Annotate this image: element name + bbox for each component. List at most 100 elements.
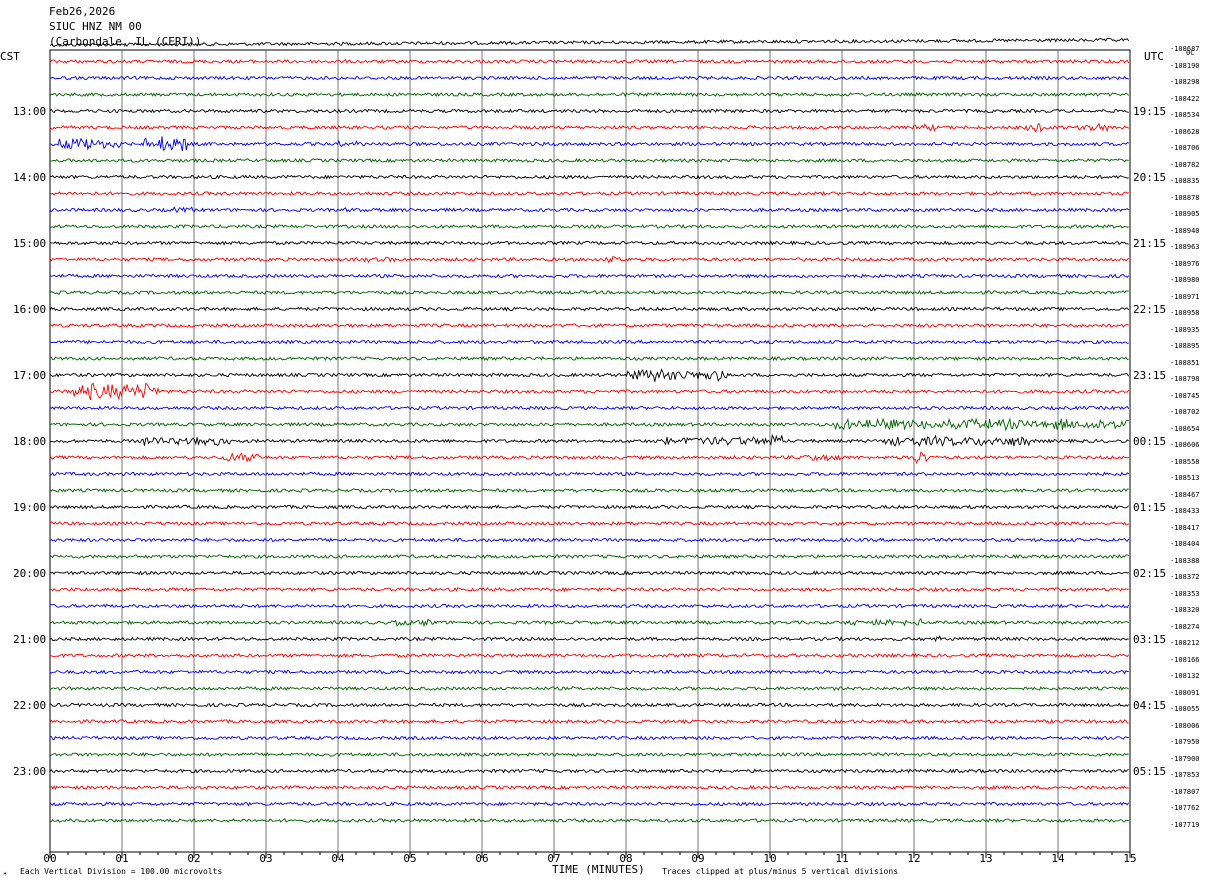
trace-offset-label: -108298 — [1170, 78, 1200, 86]
trace-offset-label: -108905 — [1170, 210, 1200, 218]
trace-row-10 — [49, 206, 1130, 214]
right-hour-label: 05:15 — [1133, 765, 1167, 778]
x-tick-label: 04 — [331, 852, 345, 865]
trace-row-16 — [49, 306, 1130, 312]
trace-offset-label: -108895 — [1170, 342, 1200, 350]
left-hour-label: 16:00 — [13, 303, 47, 316]
trace-offset-label: -108851 — [1170, 358, 1200, 367]
x-tick-label: 15 — [1123, 852, 1137, 865]
right-hour-label: 22:15 — [1133, 303, 1167, 316]
x-tick-label: 06 — [475, 852, 489, 865]
trace-offset-label: -108878 — [1170, 193, 1200, 202]
trace-row-8 — [49, 174, 1129, 180]
trace-offset-label: -108687 — [1170, 45, 1200, 53]
trace-row-41 — [49, 718, 1129, 725]
trace-row-33 — [49, 586, 1129, 593]
trace-offset-label: -107807 — [1170, 787, 1200, 796]
left-hour-label: 15:00 — [13, 237, 47, 250]
corner-mark: 0C — [1186, 49, 1195, 57]
right-hour-label: 23:15 — [1133, 369, 1167, 382]
trace-offset-label: -108372 — [1170, 573, 1200, 581]
trace-offset-label: -107853 — [1170, 771, 1200, 779]
trace-offset-label: -108274 — [1170, 622, 1200, 631]
trace-row-40 — [49, 702, 1130, 708]
left-hour-label: 22:00 — [13, 699, 47, 712]
trace-row-46 — [49, 801, 1130, 807]
trace-row-44 — [49, 768, 1129, 774]
trace-row-17 — [49, 322, 1129, 329]
trace-row-20 — [49, 368, 1130, 383]
trace-row-36 — [49, 635, 1129, 643]
chart-date: Feb26,2026 — [49, 5, 116, 18]
trace-offset-label: -107719 — [1170, 820, 1200, 829]
trace-row-5 — [49, 122, 1129, 133]
plot-frame — [49, 49, 1131, 853]
trace-row-24 — [49, 434, 1129, 448]
trace-offset-label: -108971 — [1170, 292, 1200, 301]
left-hour-label: 14:00 — [13, 171, 47, 184]
trace-offset-label: -108534 — [1170, 111, 1200, 119]
right-hour-label: 04:15 — [1133, 699, 1167, 712]
trace-row-7 — [49, 157, 1129, 164]
left-hour-label: 13:00 — [13, 105, 47, 118]
trace-row-14 — [49, 273, 1130, 279]
x-axis-title: TIME (MINUTES) — [552, 863, 645, 876]
scale-icon: ☀ — [3, 870, 8, 878]
trace-row-13 — [49, 255, 1129, 264]
trace-row-22 — [49, 405, 1130, 411]
trace-offset-label: -108388 — [1170, 556, 1200, 565]
trace-row-1 — [49, 58, 1130, 65]
trace-offset-label: -108006 — [1170, 721, 1200, 730]
right-hour-label: 19:15 — [1133, 105, 1167, 118]
trace-offset-label: -108513 — [1170, 474, 1200, 482]
right-hour-label: 03:15 — [1133, 633, 1167, 646]
right-hour-label: 01:15 — [1133, 501, 1167, 514]
x-tick-label: 02 — [187, 852, 201, 865]
trace-offset-label: -107762 — [1170, 804, 1200, 812]
x-tick-label: 05 — [403, 852, 417, 865]
trace-offset-label: -108935 — [1170, 325, 1200, 334]
trace-row-2 — [49, 75, 1129, 81]
trace-row-15 — [49, 289, 1129, 296]
trace-row-0 — [49, 37, 1130, 48]
left-hour-label: 23:00 — [13, 765, 47, 778]
trace-row-30 — [49, 537, 1130, 543]
left-hour-label: 18:00 — [13, 435, 47, 448]
x-tick-label: 00 — [43, 852, 57, 865]
trace-offset-label: -108166 — [1170, 655, 1200, 664]
trace-offset-label: -108320 — [1170, 606, 1200, 614]
trace-row-42 — [49, 735, 1129, 741]
right-hour-label: 20:15 — [1133, 171, 1167, 184]
trace-offset-label: -108745 — [1170, 391, 1200, 400]
trace-row-34 — [49, 603, 1130, 609]
clip-note: Traces clipped at plus/minus 5 vertical … — [662, 867, 899, 876]
trace-offset-label: -108963 — [1170, 243, 1200, 251]
trace-offset-label: -108132 — [1170, 672, 1200, 680]
trace-offset-label: -108404 — [1170, 540, 1200, 548]
chart-station: SIUC HNZ NM 00 — [49, 20, 142, 33]
x-tick-label: 07 — [547, 852, 561, 865]
trace-offset-label: -108835 — [1170, 177, 1200, 185]
trace-row-37 — [50, 652, 1130, 659]
trace-row-6 — [49, 136, 1129, 151]
right-timezone-label: UTC — [1144, 50, 1164, 63]
trace-offset-label: -108467 — [1170, 490, 1200, 499]
trace-row-27 — [49, 487, 1129, 494]
trace-row-12 — [49, 240, 1129, 246]
trace-row-23 — [49, 417, 1129, 432]
trace-row-32 — [49, 570, 1129, 576]
trace-offset-label: -108422 — [1170, 94, 1200, 103]
trace-offset-label: -108958 — [1170, 309, 1200, 317]
trace-row-9 — [49, 190, 1129, 197]
trace-row-43 — [49, 751, 1129, 758]
trace-row-19 — [50, 355, 1129, 362]
x-tick-label: 03 — [259, 852, 273, 865]
left-timezone-label: CST — [0, 50, 20, 63]
x-tick-label: 14 — [1051, 852, 1065, 865]
right-hour-label: 00:15 — [1133, 435, 1167, 448]
trace-offset-label: -108940 — [1170, 226, 1200, 235]
trace-offset-label: -108706 — [1170, 144, 1200, 152]
x-tick-label: 12 — [907, 852, 921, 865]
trace-offset-label: -108212 — [1170, 639, 1200, 647]
